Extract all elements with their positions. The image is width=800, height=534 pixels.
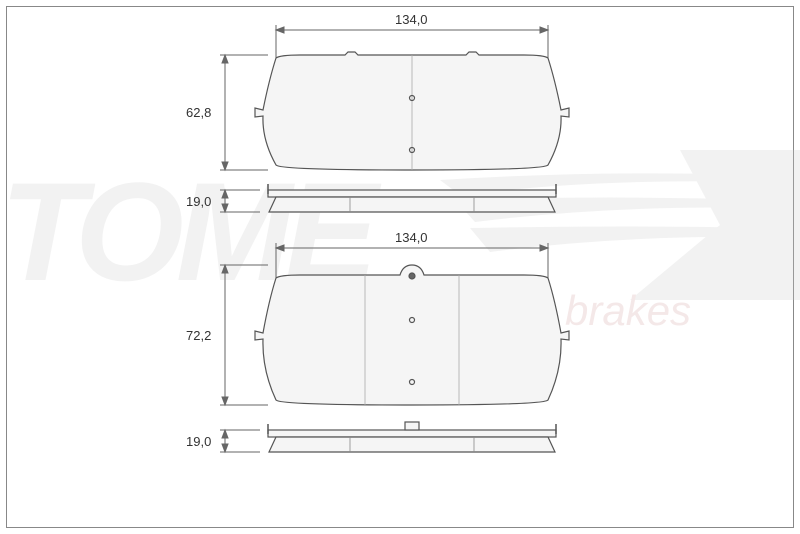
- dim-bottom-thickness: 19,0: [186, 434, 211, 449]
- brake-pad-bottom-front: [255, 265, 569, 405]
- brake-pad-top-side: [268, 184, 556, 212]
- technical-drawing: 134,0 62,8 19,0 134,0 72,2 19,0: [0, 0, 800, 534]
- dim-bottom-width: 134,0: [395, 230, 428, 245]
- dim-top-thickness: 19,0: [186, 194, 211, 209]
- brake-pad-top-front: [255, 52, 569, 170]
- dim-bottom-height: 72,2: [186, 328, 211, 343]
- brake-pad-bottom-side: [268, 422, 556, 452]
- dim-top-width: 134,0: [395, 12, 428, 27]
- dim-top-height: 62,8: [186, 105, 211, 120]
